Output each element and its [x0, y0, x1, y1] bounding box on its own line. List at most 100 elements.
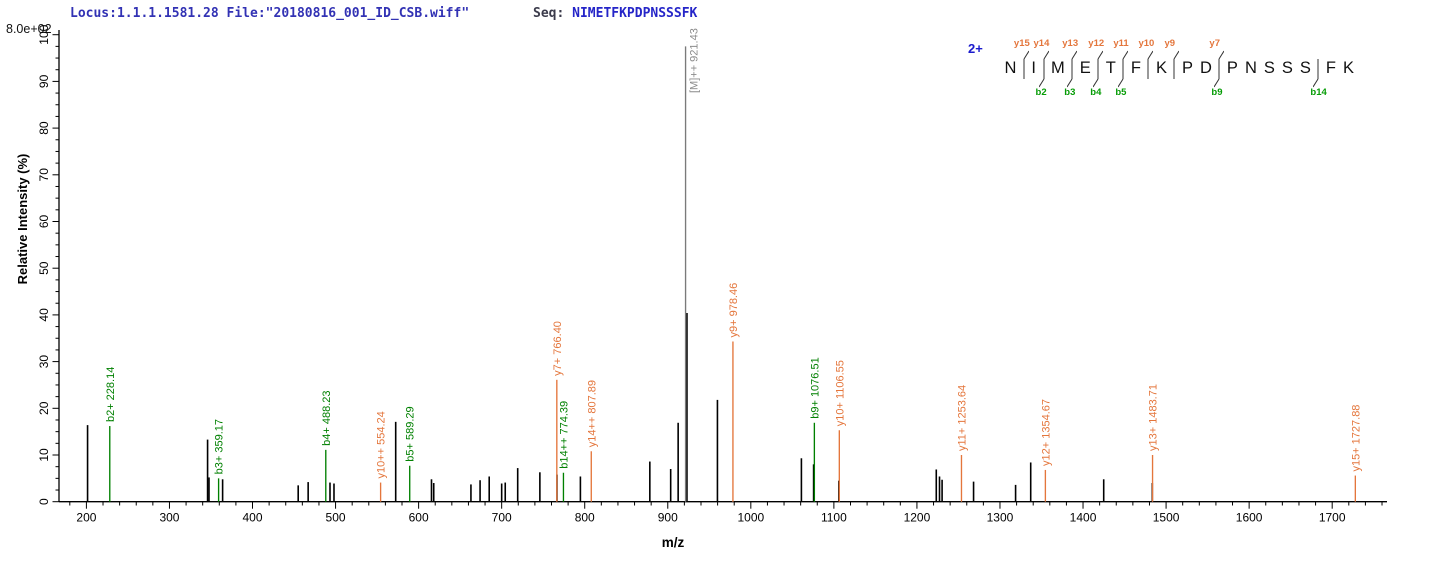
y-ion-label: y9: [1164, 38, 1176, 49]
locus-file-header: Locus:1.1.1.1581.28 File:"20180816_001_I…: [70, 6, 470, 21]
y-axis-tick-label: 80: [37, 121, 51, 135]
y-ion-label: y10: [1138, 38, 1155, 49]
residue-letter: N: [1244, 58, 1257, 77]
y-axis-tick-label: 40: [37, 308, 51, 322]
sequence-header: Seq: NIMETFKPDPNSSSFK: [533, 6, 697, 21]
y-axis-tick-label: 60: [37, 215, 51, 229]
residue-letter: E: [1079, 58, 1091, 77]
residue-spacer: [1277, 63, 1279, 73]
residue-letter: N: [1004, 58, 1017, 77]
y-ion-label: y15: [1013, 38, 1030, 49]
y-axis-tick-label: 30: [37, 355, 51, 369]
b-ion-label: b3: [1064, 87, 1076, 98]
x-axis-tick-label: 1500: [1153, 511, 1180, 525]
residue-letter: I: [1031, 58, 1037, 77]
y-axis-tick-label: 20: [37, 401, 51, 415]
x-axis-tick-label: 1200: [904, 511, 931, 525]
cleavage-site: y12 b4: [1088, 36, 1104, 100]
x-axis-tick-label: 500: [326, 511, 346, 525]
y-ion-label: y14: [1033, 38, 1050, 49]
x-axis-tick-label: 1300: [987, 511, 1014, 525]
cleavage-mark-icon: [1118, 50, 1129, 88]
y-axis-tick-label: 90: [37, 74, 51, 88]
residue-letter: F: [1130, 58, 1141, 77]
y-ion-label: y11: [1113, 38, 1129, 49]
residue-spacer: [1259, 63, 1261, 73]
cleavage-mark-icon: [1214, 50, 1225, 88]
cleavage-site: y13 b3: [1062, 36, 1078, 100]
residue-letter: T: [1105, 58, 1116, 77]
b-ion-label: b14: [1310, 87, 1327, 98]
cleavage-site: y7 b9: [1209, 36, 1225, 100]
cleavage-site: y9: [1164, 36, 1180, 100]
y-ion-label: y7: [1209, 38, 1220, 49]
cleavage-site: b14: [1310, 36, 1327, 100]
b-ion-label: b4: [1090, 87, 1102, 98]
y-axis-tick-label: 0: [37, 498, 51, 505]
residue-spacer: [1240, 63, 1242, 73]
peak-label: b5+ 589.29: [405, 406, 417, 461]
x-axis-tick-label: 1000: [737, 511, 764, 525]
cleavage-mark-icon: [1147, 50, 1154, 79]
peak-label: y9+ 978.46: [728, 283, 740, 338]
cleavage-site: y14 b2: [1034, 36, 1050, 100]
residue-letter: K: [1155, 58, 1167, 77]
peak-label: b4+ 488.23: [321, 390, 333, 445]
x-axis-tick-label: 900: [658, 511, 678, 525]
x-axis-tick-label: 700: [492, 511, 512, 525]
x-axis-tick-label: 1100: [821, 511, 847, 525]
cleavage-site: y11 b5: [1113, 36, 1129, 100]
x-axis-tick-label: 1700: [1319, 511, 1346, 525]
peak-label: [M]++ 921.43: [689, 28, 701, 93]
residue-letter: K: [1343, 58, 1355, 77]
residue-letter: P: [1226, 58, 1238, 77]
peak-label: y12+ 1354.67: [1040, 399, 1052, 466]
precursor-charge-label: 2+: [968, 41, 983, 56]
sequence-header-prefix: Seq:: [533, 6, 573, 21]
y-axis-tick-label: 100: [37, 24, 51, 44]
x-axis-tick-label: 1600: [1236, 511, 1263, 525]
peak-label: b2+ 228.14: [105, 367, 117, 422]
peak-label: y13+ 1483.71: [1148, 384, 1160, 451]
residue-spacer: [1339, 63, 1341, 73]
y-axis-title: Relative Intensity (%): [15, 154, 30, 285]
peak-label: b3+ 359.17: [214, 419, 226, 474]
cleavage-site: y15: [1014, 36, 1030, 100]
y-axis-tick-label: 50: [37, 261, 51, 275]
y-ion-label: y12: [1088, 38, 1105, 49]
residue-letter: S: [1281, 58, 1293, 77]
x-axis-tick-label: 300: [159, 511, 179, 525]
residue-letter: P: [1181, 58, 1193, 77]
residue-letter: F: [1325, 58, 1336, 77]
cleavage-mark-icon: [1173, 50, 1180, 79]
cleavage-site: y10: [1138, 36, 1154, 100]
cleavage-mark-icon: [1023, 50, 1029, 79]
peak-label: b9+ 1076.51: [809, 357, 821, 418]
b-ion-label: b9: [1211, 87, 1223, 98]
peak-label: y10+ 1106.55: [834, 360, 846, 426]
x-axis-tick-label: 800: [575, 511, 595, 525]
peak-label: y7+ 766.40: [552, 321, 564, 376]
residue-spacer: [1196, 63, 1198, 73]
x-axis-title: m/z: [662, 535, 685, 550]
x-axis-tick-label: 400: [242, 511, 262, 525]
residue-letter: S: [1263, 58, 1275, 77]
cleavage-mark-icon: [1313, 59, 1319, 88]
b-ion-label: b5: [1115, 87, 1127, 98]
b-ion-label: b2: [1035, 87, 1047, 98]
x-axis-tick-label: 600: [409, 511, 429, 525]
peak-label: y14++ 807.89: [586, 380, 598, 447]
intensity-scale-label: 8.0e+02: [6, 22, 52, 36]
peak-label: y11+ 1253.64: [956, 385, 968, 451]
cleavage-mark-icon: [1038, 50, 1049, 88]
peak-label: b14++ 774.39: [558, 401, 570, 469]
cleavage-mark-icon: [1067, 50, 1078, 88]
cleavage-mark-icon: [1093, 50, 1104, 88]
peak-label: y15+ 1727.88: [1350, 405, 1362, 472]
peak-label: y10++ 554.24: [376, 411, 388, 478]
x-axis-tick-label: 1400: [1070, 511, 1097, 525]
x-axis-tick-label: 200: [76, 511, 96, 525]
